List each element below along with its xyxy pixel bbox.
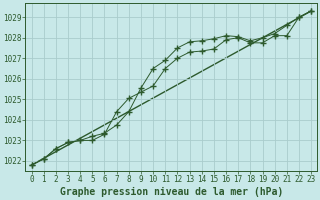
X-axis label: Graphe pression niveau de la mer (hPa): Graphe pression niveau de la mer (hPa) bbox=[60, 187, 283, 197]
